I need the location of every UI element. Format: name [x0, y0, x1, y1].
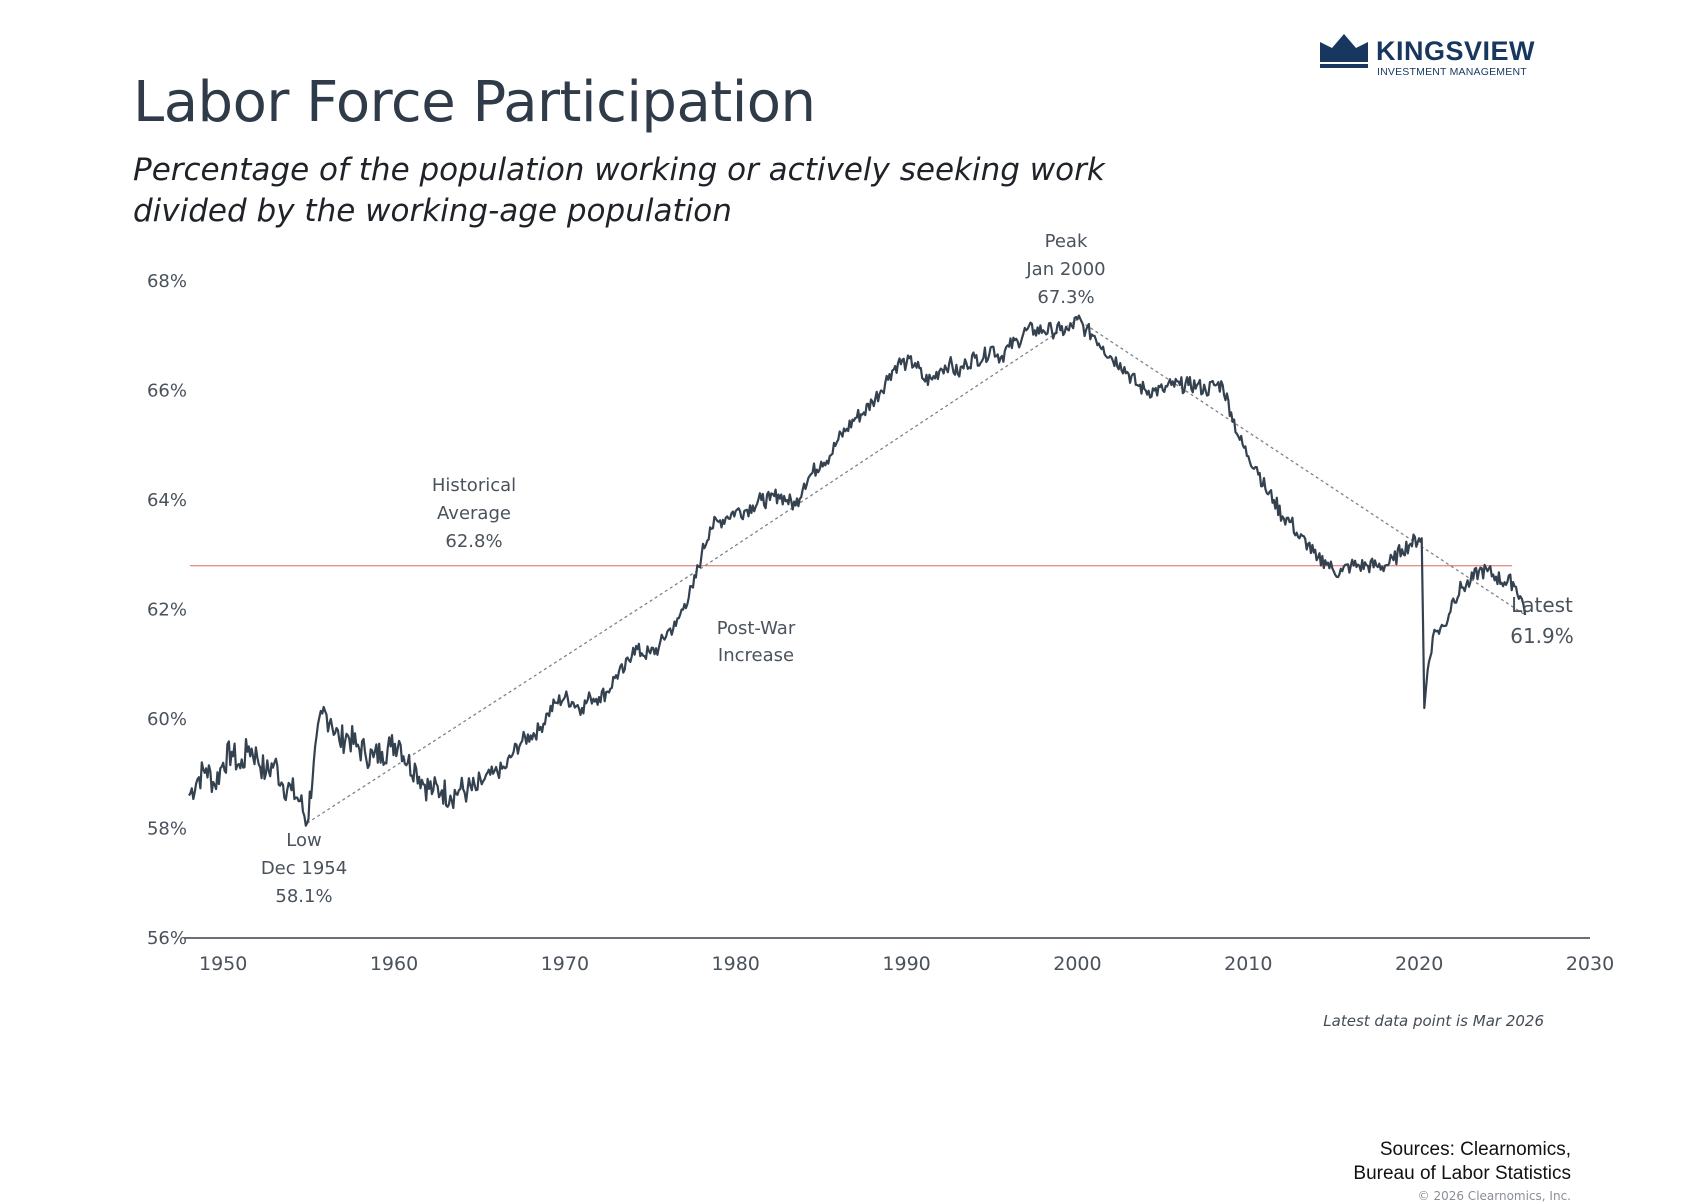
- annotation-low: Dec 1954: [261, 858, 347, 879]
- annotation-peak: Peak: [1045, 231, 1088, 252]
- y-tick-label: 68%: [147, 271, 187, 292]
- kingsview-logo: KINGSVIEW INVESTMENT MANAGEMENT: [1318, 30, 1548, 80]
- x-tick-label: 1960: [370, 953, 418, 975]
- crown-logo-icon: [1320, 34, 1368, 68]
- y-tick-label: 66%: [147, 381, 187, 402]
- x-tick-label: 1950: [199, 953, 247, 975]
- x-tick-label: 2000: [1053, 953, 1101, 975]
- annotation-latest: Latest: [1511, 593, 1573, 617]
- annotation-peak: 67.3%: [1037, 287, 1094, 308]
- logo-wordmark: KINGSVIEW: [1376, 36, 1536, 66]
- page-subtitle: Percentage of the population working or …: [133, 150, 1233, 232]
- annotation-low: Low: [286, 830, 321, 851]
- x-tick-label: 2020: [1395, 953, 1443, 975]
- annotation-historical-average: Historical: [432, 475, 516, 496]
- sources-line-1: Sources: Clearnomics,: [1379, 1139, 1571, 1160]
- latest-data-note: Latest data point is Mar 2026: [1323, 1012, 1544, 1030]
- x-tick-label: 2030: [1566, 953, 1614, 975]
- copyright-text: © 2026 Clearnomics, Inc.: [1417, 1189, 1571, 1203]
- y-tick-label: 62%: [147, 600, 187, 621]
- trend-line: [306, 318, 1526, 824]
- x-tick-label: 1970: [541, 953, 589, 975]
- subtitle-line-2: divided by the working-age population: [133, 193, 732, 229]
- sources-line-2: Bureau of Labor Statistics: [1353, 1163, 1571, 1184]
- annotation-post-war: Post-War: [717, 618, 796, 639]
- subtitle-line-1: Percentage of the population working or …: [133, 152, 1105, 188]
- page-title: Labor Force Participation: [133, 70, 816, 135]
- x-tick-label: 1990: [882, 953, 930, 975]
- x-tick-label: 2010: [1224, 953, 1272, 975]
- sources-text: Sources: Clearnomics, Bureau of Labor St…: [1353, 1138, 1571, 1186]
- annotation-low: 58.1%: [275, 886, 332, 907]
- x-tick-label: 1980: [712, 953, 760, 975]
- y-tick-label: 64%: [147, 490, 187, 511]
- y-tick-label: 58%: [147, 819, 187, 840]
- y-tick-label: 56%: [147, 928, 187, 949]
- annotation-latest: 61.9%: [1510, 624, 1574, 648]
- annotation-historical-average: 62.8%: [445, 531, 502, 552]
- participation-rate-line: [188, 314, 1527, 827]
- annotation-post-war: Increase: [718, 645, 794, 666]
- y-tick-label: 60%: [147, 709, 187, 730]
- annotation-historical-average: Average: [437, 503, 511, 524]
- annotation-peak: Jan 2000: [1025, 259, 1105, 280]
- logo-tagline: INVESTMENT MANAGEMENT: [1377, 66, 1527, 78]
